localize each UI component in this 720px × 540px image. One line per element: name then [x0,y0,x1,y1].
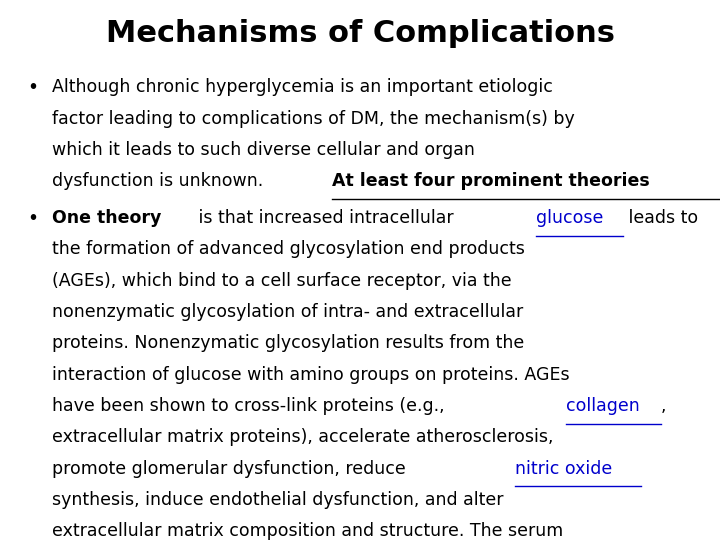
Text: One theory: One theory [52,209,161,227]
Text: extracellular matrix proteins), accelerate atherosclerosis,: extracellular matrix proteins), accelera… [52,428,554,446]
Text: extracellular matrix composition and structure. The serum: extracellular matrix composition and str… [52,522,563,540]
Text: •: • [27,209,38,228]
Text: collagen: collagen [565,397,639,415]
Text: proteins. Nonenzymatic glycosylation results from the: proteins. Nonenzymatic glycosylation res… [52,334,524,352]
Text: the formation of advanced glycosylation end products: the formation of advanced glycosylation … [52,240,525,258]
Text: Although chronic hyperglycemia is an important etiologic: Although chronic hyperglycemia is an imp… [52,78,553,96]
Text: is that increased intracellular: is that increased intracellular [193,209,459,227]
Text: synthesis, induce endothelial dysfunction, and alter: synthesis, induce endothelial dysfunctio… [52,491,503,509]
Text: ,: , [661,397,666,415]
Text: factor leading to complications of DM, the mechanism(s) by: factor leading to complications of DM, t… [52,110,575,127]
Text: At least four prominent theories: At least four prominent theories [331,172,649,190]
Text: promote glomerular dysfunction, reduce: promote glomerular dysfunction, reduce [52,460,411,477]
Text: nonenzymatic glycosylation of intra- and extracellular: nonenzymatic glycosylation of intra- and… [52,303,523,321]
Text: leads to: leads to [624,209,698,227]
Text: dysfunction is unknown.: dysfunction is unknown. [52,172,269,190]
Text: Mechanisms of Complications: Mechanisms of Complications [106,19,614,48]
Text: have been shown to cross-link proteins (e.g.,: have been shown to cross-link proteins (… [52,397,450,415]
Text: interaction of glucose with amino groups on proteins. AGEs: interaction of glucose with amino groups… [52,366,570,383]
Text: •: • [27,78,38,97]
Text: (AGEs), which bind to a cell surface receptor, via the: (AGEs), which bind to a cell surface rec… [52,272,511,289]
Text: nitric oxide: nitric oxide [516,460,613,477]
Text: which it leads to such diverse cellular and organ: which it leads to such diverse cellular … [52,141,474,159]
Text: glucose: glucose [536,209,604,227]
